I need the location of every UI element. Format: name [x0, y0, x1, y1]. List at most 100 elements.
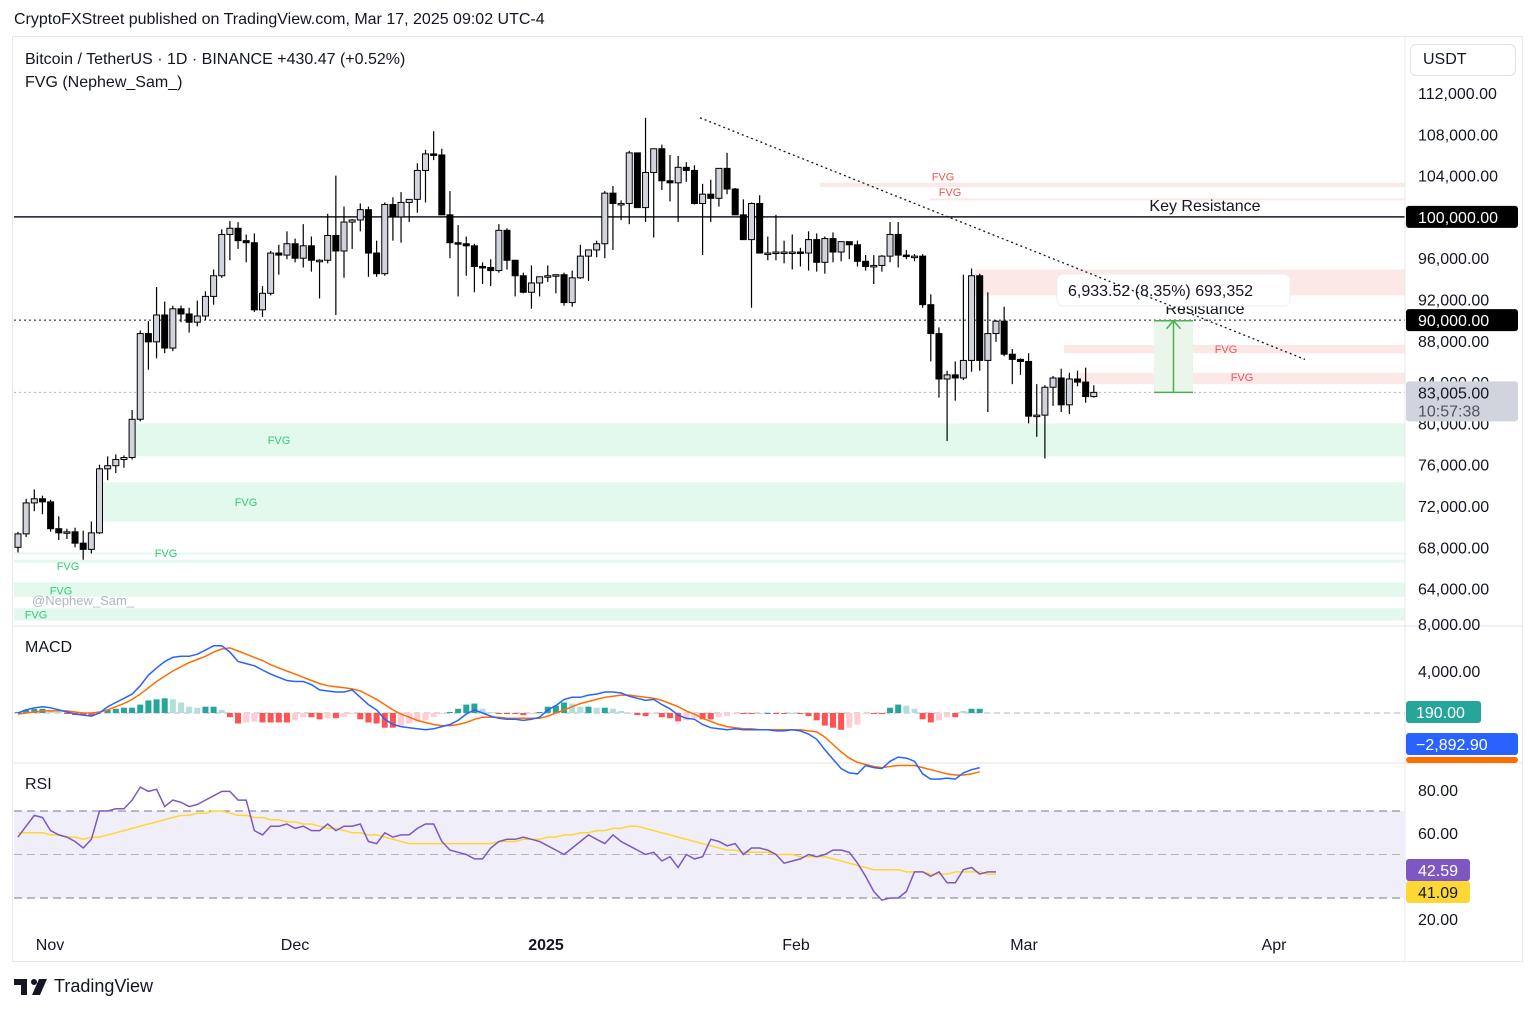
candle	[96, 468, 103, 534]
macd-histogram-bar	[781, 713, 788, 715]
macd-histogram-bar	[332, 713, 339, 719]
macd-histogram-bar	[308, 713, 315, 718]
candle	[560, 274, 568, 304]
macd-histogram-bar	[634, 713, 641, 716]
macd-tick: 4,000.00	[1418, 664, 1480, 681]
fvg-label: FVG	[268, 435, 291, 447]
rsi-line	[17, 786, 996, 902]
macd-histogram-bar	[569, 703, 576, 713]
candle	[364, 209, 372, 254]
currency-button[interactable]: USDT	[1410, 44, 1516, 76]
macd-histogram-bar	[137, 704, 144, 713]
macd-histogram-bar	[756, 713, 763, 714]
candle	[438, 154, 446, 216]
candle	[862, 260, 870, 267]
macd-histogram-bar	[789, 713, 796, 714]
fvg-label: FVG	[155, 548, 178, 560]
candle	[1082, 381, 1090, 398]
brand-label: TradingView	[54, 976, 154, 996]
macd-histogram-bar	[830, 713, 836, 728]
symbol-line[interactable]: Bitcoin / TetherUS · 1D · BINANCE +430.4…	[25, 51, 406, 68]
candle	[307, 245, 315, 261]
candle	[413, 169, 421, 200]
macd-histogram-bar	[495, 713, 502, 715]
fvg-zone	[128, 423, 1405, 457]
rsi-title[interactable]: RSI	[25, 776, 52, 793]
macd-histogram-bar	[422, 713, 429, 721]
fvg-zone	[14, 582, 1405, 597]
candle	[666, 180, 674, 184]
candle	[291, 243, 299, 259]
time-tick: Dec	[281, 937, 309, 954]
macd-title[interactable]: MACD	[25, 639, 73, 656]
macd-histogram-bar	[585, 706, 592, 713]
indicator-line[interactable]: FVG (Nephew_Sam_)	[25, 74, 183, 91]
candle	[104, 465, 112, 470]
macd-histogram-bar	[349, 713, 356, 715]
macd-histogram-bar	[112, 708, 119, 713]
candle	[454, 242, 462, 245]
price-tick: 108,000.00	[1418, 127, 1498, 144]
svg-text:90,000.00: 90,000.00	[1418, 313, 1489, 330]
candle	[715, 167, 723, 199]
candle	[699, 193, 707, 204]
candle	[210, 275, 218, 297]
chart-legend: Bitcoin / TetherUS · 1D · BINANCE +430.4…	[25, 48, 405, 94]
macd-value-tag	[1406, 757, 1518, 763]
candle	[829, 238, 837, 253]
candle	[593, 243, 601, 251]
fvg-zone	[14, 552, 1405, 555]
macd-histogram-bar	[471, 703, 478, 713]
price-tick: 96,000.00	[1418, 251, 1489, 268]
candle	[935, 333, 943, 380]
time-axis[interactable]: Nov Dec 2025 Feb Mar Apr	[36, 937, 1287, 954]
time-tick: Apr	[1262, 937, 1288, 954]
candle	[968, 275, 976, 361]
candle	[837, 241, 845, 253]
price-tag	[1406, 309, 1518, 332]
macd-histogram-bar	[707, 713, 714, 720]
candle	[316, 259, 324, 263]
candle	[617, 202, 625, 206]
candle	[642, 172, 650, 209]
tradingview-brand[interactable]: TradingView	[14, 976, 153, 997]
candle	[14, 533, 22, 548]
candle	[283, 243, 291, 256]
candle	[250, 242, 258, 311]
candle	[959, 359, 967, 379]
candle	[22, 502, 30, 535]
candle	[976, 275, 984, 361]
macd-value-tag	[1406, 701, 1481, 723]
candle	[1008, 353, 1016, 360]
macd-histogram-bar	[764, 713, 771, 714]
macd-histogram-bar	[300, 713, 307, 718]
candle	[536, 276, 544, 284]
time-tick: Nov	[36, 937, 64, 954]
macd-histogram-bar	[887, 707, 894, 713]
candle	[601, 192, 609, 245]
candle	[153, 314, 161, 343]
macd-histogram-bar	[691, 713, 698, 719]
macd-histogram-bar	[283, 713, 290, 723]
candle	[796, 251, 804, 255]
candle	[674, 166, 682, 184]
macd-histogram-bar	[944, 713, 951, 718]
fvg-zone	[96, 482, 1405, 522]
macd-value-tag	[1406, 733, 1518, 755]
macd-histogram-bar	[398, 713, 405, 726]
macd-histogram-bar	[365, 713, 372, 723]
svg-text:83,005.00: 83,005.00	[1418, 385, 1489, 402]
macd-histogram-bar	[129, 707, 136, 713]
macd-histogram-bar	[878, 713, 885, 715]
candle	[576, 255, 584, 279]
macd-histogram-bar	[699, 713, 706, 720]
rsi-value-tag	[1406, 859, 1470, 881]
candle	[30, 498, 38, 504]
macd-histogram-bar	[976, 708, 983, 713]
macd-histogram-bar	[55, 711, 62, 713]
candle	[389, 204, 397, 218]
candle	[544, 275, 552, 278]
macd-histogram-bar	[642, 713, 649, 717]
measure-label-box	[1056, 273, 1291, 307]
